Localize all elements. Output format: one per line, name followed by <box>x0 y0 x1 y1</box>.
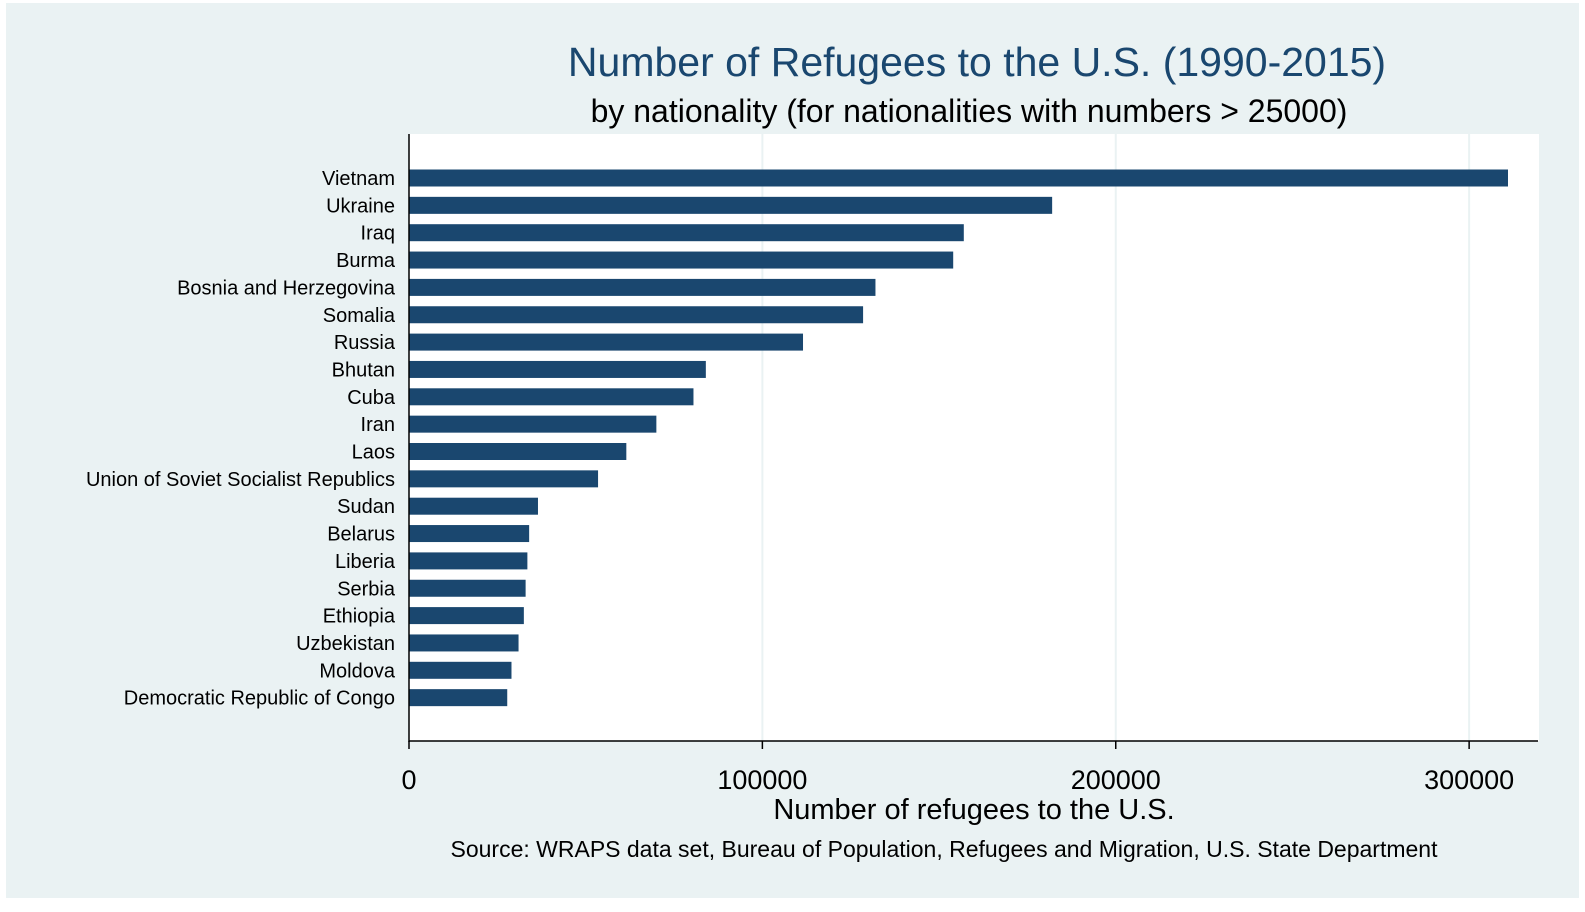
bar <box>409 224 964 242</box>
category-label: Somalia <box>323 305 396 327</box>
x-tick-label: 300000 <box>1424 765 1514 795</box>
chart-subtitle: by nationality (for nationalities with n… <box>591 93 1348 129</box>
category-label: Bhutan <box>332 359 395 381</box>
bar <box>409 278 876 296</box>
bar <box>409 306 864 324</box>
category-label: Moldova <box>319 660 395 682</box>
bar <box>409 661 512 679</box>
category-label: Cuba <box>347 387 396 409</box>
bar <box>409 470 599 488</box>
category-label: Russia <box>334 332 396 354</box>
bar <box>409 333 804 351</box>
category-label: Sudan <box>337 496 395 518</box>
category-label: Ethiopia <box>323 606 396 628</box>
category-label: Iran <box>361 414 395 436</box>
category-label: Democratic Republic of Congo <box>124 688 395 710</box>
category-label: Liberia <box>335 551 396 573</box>
bar <box>409 360 706 378</box>
category-label: Ukraine <box>326 195 395 217</box>
bar <box>409 552 528 570</box>
bar <box>409 634 519 652</box>
category-label: Laos <box>352 442 395 464</box>
bar <box>409 443 627 460</box>
bar <box>409 607 524 625</box>
bar <box>409 196 1053 214</box>
x-tick-label: 100000 <box>717 765 807 795</box>
category-label: Uzbekistan <box>296 633 395 655</box>
x-tick-label: 200000 <box>1071 765 1161 795</box>
bar <box>409 497 538 515</box>
bar <box>409 525 530 543</box>
category-label: Iraq <box>361 223 395 245</box>
bar <box>409 388 694 406</box>
bar <box>409 579 526 597</box>
bar <box>409 689 508 707</box>
category-label: Vietnam <box>322 168 395 190</box>
category-label: Serbia <box>337 578 396 600</box>
category-label: Burma <box>336 250 396 272</box>
x-axis: 0 100000 200000 300000 <box>401 134 1538 795</box>
bar <box>409 251 954 269</box>
bar <box>409 169 1508 187</box>
category-label: Belarus <box>327 524 395 546</box>
source-note: Source: WRAPS data set, Bureau of Popula… <box>451 836 1439 862</box>
x-tick-label: 0 <box>401 765 416 795</box>
category-labels: Vietnam Ukraine Iraq Burma Bosnia and Herzeg… <box>86 168 396 710</box>
category-label: Union of Soviet Socialist Republics <box>86 469 395 491</box>
category-label: Bosnia and Herzegovina <box>177 277 396 299</box>
x-axis-title: Number of refugees to the U.S. <box>773 794 1174 826</box>
bar <box>409 415 657 433</box>
chart-title: Number of Refugees to the U.S. (1990-201… <box>568 39 1386 85</box>
bars <box>409 169 1508 707</box>
